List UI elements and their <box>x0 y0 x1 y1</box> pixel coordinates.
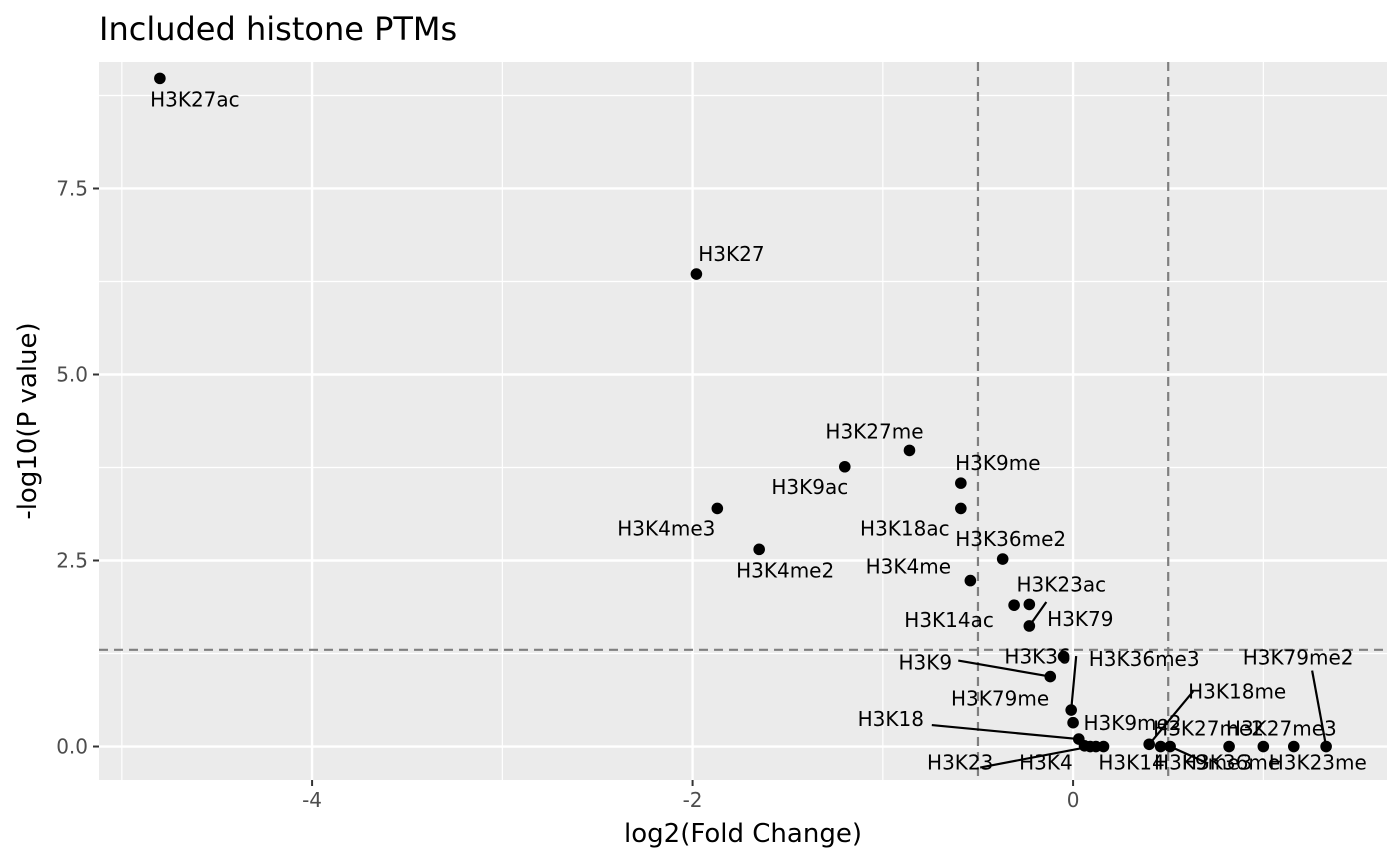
label-h3k9: H3K9 <box>898 651 952 675</box>
label-h3k23: H3K23 <box>927 751 993 775</box>
leader-line-h3k18 <box>931 723 1079 741</box>
label-h3k27me3: H3K27me3 <box>1226 717 1337 741</box>
point-h3k27ac <box>154 72 166 85</box>
label-h3k9me3: H3K9me3 <box>1154 751 1252 775</box>
point-h3k36 <box>1057 650 1070 663</box>
threshold-lines <box>99 62 1387 780</box>
x-tick-label: -2 <box>683 788 703 812</box>
label-h3k23ac: H3K23ac <box>1017 572 1107 596</box>
data-points <box>154 72 1332 753</box>
point-h3k79 <box>1023 620 1036 632</box>
point-h3k36me2 <box>996 553 1009 565</box>
plot-panel <box>99 62 1387 780</box>
x-tick-label: -4 <box>302 788 322 812</box>
point-h3k18ac <box>955 502 967 515</box>
label-h3k36me: H3K36me <box>1182 751 1280 775</box>
point-h3k27me2 <box>1154 740 1167 753</box>
label-h3k4: H3K4 <box>1019 751 1073 775</box>
point-h3k18me <box>1143 738 1155 751</box>
label-h3k27: H3K27 <box>698 242 764 266</box>
point-h3k14ac <box>1008 599 1020 611</box>
label-h3k4me3: H3K4me3 <box>617 516 715 540</box>
leader-line-h3k9 <box>958 659 1051 678</box>
point-h3k9me <box>955 477 967 489</box>
label-h3k9me: H3K9me <box>955 451 1040 475</box>
label-h3k79: H3K79 <box>1047 607 1113 631</box>
label-h3k79me2: H3K79me2 <box>1243 646 1354 670</box>
label-h3k18me: H3K18me <box>1188 679 1286 703</box>
point-h3k79me2 <box>1320 740 1332 753</box>
point-h3k4me2 <box>753 543 765 556</box>
label-h3k23me: H3K23me <box>1269 751 1367 775</box>
point-h3k9me3 <box>1164 740 1176 753</box>
label-h3k14ac: H3K14ac <box>904 608 994 632</box>
label-h3k4me2: H3K4me2 <box>736 558 834 582</box>
y-tick-label: 2.5 <box>56 549 88 573</box>
leader-line-h3k79me2 <box>1311 670 1328 747</box>
y-tick-label: 0.0 <box>56 735 88 759</box>
point-labels: H3K27ac H3K27 H3K27me H3K9ac H3K9me H3K4me3 H3… <box>150 87 1367 774</box>
point-h3k9 <box>1044 670 1057 683</box>
point-h3k36me <box>1223 740 1235 753</box>
label-h3k27me2: H3K27me2 <box>1153 717 1264 741</box>
label-h3k36me3: H3K36me3 <box>1089 647 1200 671</box>
y-tick-label: 5.0 <box>56 362 88 386</box>
label-h3k4me: H3K4me <box>866 555 951 579</box>
label-h3k14: H3K14 <box>1098 751 1164 775</box>
leader-line-h3k18me <box>1148 690 1195 745</box>
label-h3k79me: H3K79me <box>951 687 1049 711</box>
point-h3k9ac <box>838 460 851 473</box>
point-h3k79me <box>1067 716 1079 729</box>
y-tick-label: 7.5 <box>56 176 88 200</box>
leader-line-h3k9me3 <box>1169 745 1209 765</box>
label-h3k18ac: H3K18ac <box>860 516 950 540</box>
point-h3k4me <box>964 574 977 587</box>
label-h3k36: H3K36 <box>1004 644 1070 668</box>
point-h3k27me <box>903 444 916 457</box>
label-h3k36me2: H3K36me2 <box>955 527 1066 551</box>
point-h3k23ac <box>1023 598 1036 611</box>
label-h3k27ac: H3K27ac <box>150 87 240 111</box>
point-h3k36me3 <box>1065 704 1077 716</box>
point-h3k4me3 <box>711 502 724 515</box>
label-h3k18: H3K18 <box>858 707 924 731</box>
leader-line-h3k23 <box>980 745 1091 769</box>
point-h3k23me <box>1287 740 1300 753</box>
point-h3k27me3 <box>1257 740 1270 753</box>
label-h3k27me: H3K27me <box>825 419 923 443</box>
x-axis: -4 -2 0 <box>302 780 1079 812</box>
y-axis-title: -log10(P value) <box>13 322 43 519</box>
major-gridlines <box>99 62 1387 780</box>
point-h3k27 <box>690 268 703 280</box>
x-axis-title: log2(Fold Change) <box>624 819 862 849</box>
x-tick-label: 0 <box>1067 788 1080 812</box>
chart-title: Included histone PTMs <box>99 10 457 48</box>
leader-line-h3k36me3 <box>1070 655 1078 711</box>
point-h3k14 <box>1097 740 1110 753</box>
label-h3k9me2: H3K9me2 <box>1083 711 1181 735</box>
label-h3k9ac: H3K9ac <box>771 475 848 499</box>
minor-gridlines <box>99 62 1387 780</box>
y-axis: 0.0 2.5 5.0 7.5 <box>56 176 99 759</box>
